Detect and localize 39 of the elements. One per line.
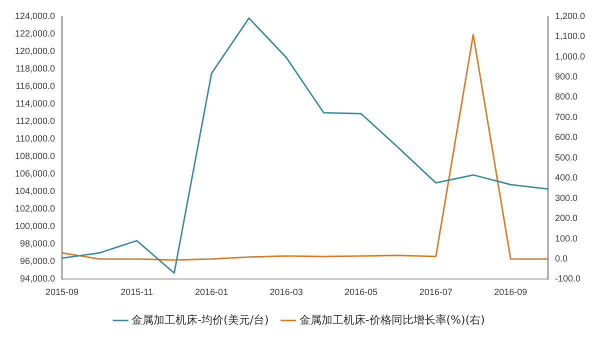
y-tick-label: 98,000.0 [20,238,56,249]
y2-tick-label: 800.0 [554,92,578,102]
y-tick-label: 96,000.0 [20,256,56,266]
y-tick-label: 108,000.0 [14,151,56,162]
y2-tick-label: 1,200.0 [554,10,586,21]
y2-tick-label: 700.0 [554,112,578,122]
x-tick-label: 2015-09 [46,287,79,298]
y2-tick-label: 200.0 [554,213,578,224]
y-tick-label: 104,000.0 [14,186,56,196]
y-tick-label: 116,000.0 [16,80,56,91]
y2-tick-label: 600.0 [554,132,578,142]
y2-tick-label: -100.0 [554,274,581,284]
x-tick-label: 2016-05 [344,287,378,298]
y-tick-label: 100,000.0 [14,221,56,232]
y2-tick-label: 500.0 [554,152,578,162]
y-tick-label: 94,000.0 [20,274,56,284]
y-tick-label: 124,000.0 [14,10,56,21]
y2-tick-label: 1,000.0 [554,51,586,62]
x-tick-label: 2016-07 [419,287,452,298]
y-tick-label: 114,000.0 [16,98,56,108]
y-tick-label: 112,000.0 [16,116,56,126]
y2-tick-label: 900.0 [554,72,578,82]
x-tick-label: 2016-03 [270,287,303,298]
y2-tick-label: 400.0 [554,172,578,183]
y-tick-label: 110,000.0 [16,134,56,144]
y2-tick-label: 0.0 [554,253,568,264]
legend-label: 金属加工机床-均价(美元/台) [132,313,269,326]
x-tick-label: 2016-01 [195,287,228,298]
x-tick-label: 2015-11 [120,287,153,298]
y2-tick-label: 1,100.0 [554,31,586,42]
y-tick-label: 120,000.0 [14,46,56,56]
y-tick-label: 102,000.0 [14,204,56,214]
y2-tick-label: 100.0 [554,233,578,244]
x-tick-label: 2016-09 [494,287,528,298]
y2-tick-label: 300.0 [554,192,578,203]
y-tick-label: 122,000.0 [14,28,56,38]
y-tick-label: 118,000.0 [16,63,56,74]
y-tick-label: 106,000.0 [14,168,56,179]
legend-label: 金属加工机床-价格同比增长率(%)(右) [299,313,485,326]
